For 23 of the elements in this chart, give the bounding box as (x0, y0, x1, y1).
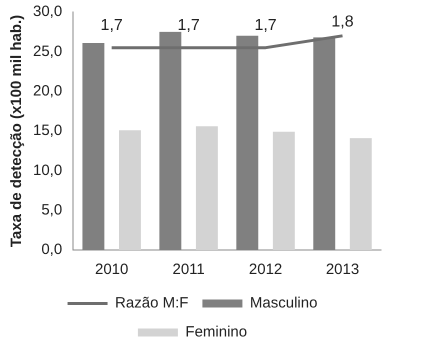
y-axis-title: Taxa de detecção (x100 mil hab.) (8, 14, 26, 248)
y-tick-label: 5,0 (41, 201, 62, 218)
x-tick-label: 2013 (326, 261, 360, 278)
x-tick-label: 2011 (172, 261, 205, 278)
bar (118, 130, 141, 250)
data-label: 1,7 (177, 17, 200, 34)
y-tick-label: 0,0 (41, 241, 62, 258)
y-tick-label: 30,0 (32, 3, 62, 20)
y-tick-label: 25,0 (32, 42, 62, 60)
data-label: 1,7 (100, 17, 123, 34)
bar (272, 132, 295, 250)
data-label: 1,8 (331, 13, 354, 30)
legend-label: Masculino (250, 294, 318, 312)
legend-label: Feminino (185, 324, 248, 341)
x-tick-label: 2010 (94, 261, 128, 278)
bar (196, 126, 218, 250)
y-tick-label: 20,0 (32, 82, 62, 100)
y-tick-label: 15,0 (32, 122, 62, 140)
legend-label: Razão M:F (115, 294, 188, 312)
y-tick-label: 10,0 (32, 162, 62, 179)
bar (350, 138, 372, 250)
data-label: 1,7 (254, 17, 277, 34)
x-tick-label: 2012 (248, 261, 282, 278)
